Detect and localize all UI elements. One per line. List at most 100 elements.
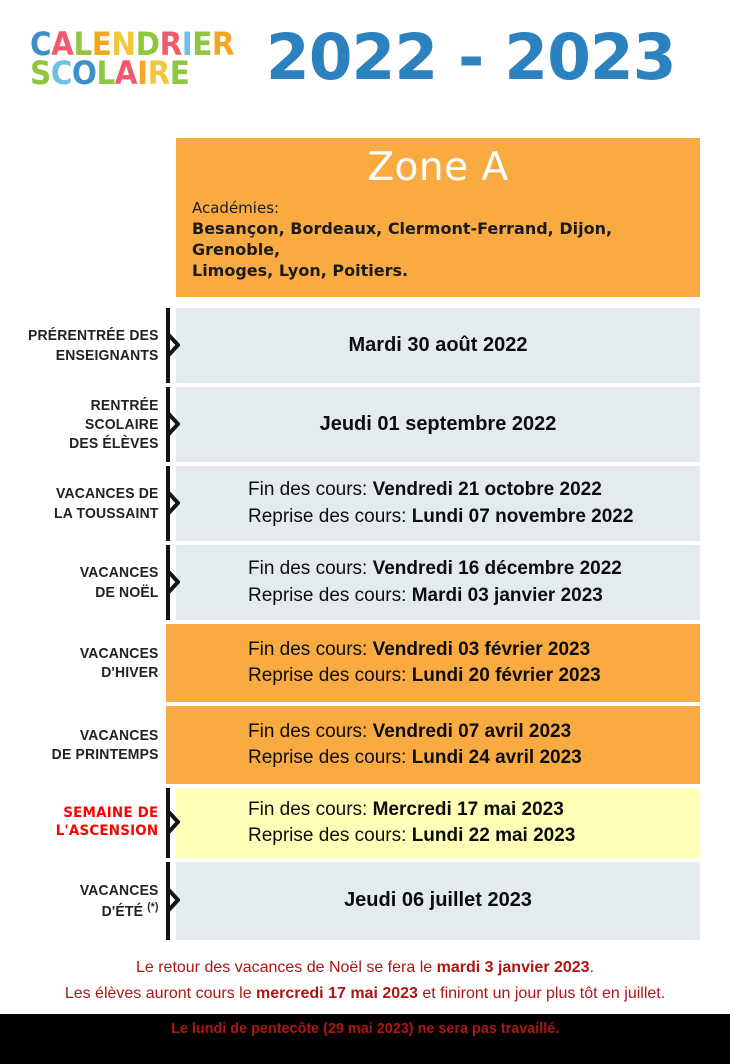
row-label-line: RENTRÉE — [90, 396, 159, 414]
row-label: RENTRÉE SCOLAIRE DES ÉLÈVES — [12, 387, 166, 462]
reprise-des-cours-label: Reprise des cours: — [248, 665, 412, 686]
reprise-des-cours-label: Reprise des cours: — [248, 747, 412, 768]
reprise-des-cours-date: Lundi 24 avril 2023 — [411, 747, 582, 768]
row-label-line: SEMAINE DE — [63, 805, 159, 822]
calendar-row: RENTRÉE SCOLAIRE DES ÉLÈVES Jeudi 01 septem… — [0, 387, 730, 462]
brace-icon — [164, 387, 181, 462]
row-return-of-classes: Reprise des cours: Lundi 24 avril 2023 — [248, 745, 582, 771]
row-label: VACANCES DE NOËL — [12, 545, 166, 620]
row-label: SEMAINE DE L'ASCENSION — [7, 788, 166, 858]
logo-letter: A — [114, 54, 138, 92]
row-label-line: DE PRINTEMPS — [51, 746, 159, 763]
row-content: Mardi 30 août 2022 — [176, 308, 700, 383]
row-label-line: SCOLAIRE — [84, 415, 159, 433]
brace-icon — [164, 624, 181, 702]
logo-letter: L — [73, 24, 92, 63]
fin-des-cours-label: Fin des cours: — [248, 479, 373, 501]
fin-des-cours-label: Fin des cours: — [248, 798, 373, 820]
logo-letter: C — [50, 54, 73, 92]
row-label-line: DES ÉLÈVES — [69, 435, 159, 453]
row-end-of-classes: Fin des cours: Vendredi 16 décembre 2022 — [248, 556, 622, 582]
logo-line-calendrier: CALENDRIER — [30, 24, 235, 63]
row-content: Jeudi 06 juillet 2023 — [176, 862, 700, 940]
row-date-single: Jeudi 01 septembre 2022 — [319, 412, 557, 435]
logo-letter: D — [135, 24, 160, 63]
row-return-of-classes: Reprise des cours: Mardi 03 janvier 2023 — [248, 583, 603, 609]
footer-note-1-bold: mardi 3 janvier 2023 — [436, 959, 590, 977]
row-label-line: D'HIVER — [101, 664, 159, 681]
reprise-des-cours-label: Reprise des cours: — [248, 825, 412, 846]
footer-note-2: Les élèves auront cours le mercredi 17 m… — [65, 985, 665, 1003]
row-end-of-classes: Fin des cours: Mercredi 17 mai 2023 — [248, 797, 564, 823]
logo-letter: E — [169, 54, 190, 92]
logo-letter: L — [96, 54, 115, 92]
reprise-des-cours-date: Lundi 22 mai 2023 — [411, 825, 576, 846]
row-label: VACANCES D'HIVER — [12, 624, 166, 702]
academies-line-2: Limoges, Lyon, Poitiers. — [192, 261, 409, 281]
logo-line-scolaire: SCOLAIRE — [30, 54, 234, 92]
row-date-single: Mardi 30 août 2022 — [348, 333, 528, 356]
footer-note-1-post: . — [589, 959, 595, 977]
row-label-line: PRÉRENTRÉE DES — [28, 327, 159, 345]
row-end-of-classes: Fin des cours: Vendredi 21 octobre 2022 — [248, 477, 602, 503]
row-label-line: L'ASCENSION — [55, 823, 159, 839]
academies-label: Académies: — [192, 198, 280, 217]
row-label-line: D'ÉTÉ (*) — [101, 901, 159, 920]
row-content: Fin des cours: Vendredi 16 décembre 2022… — [176, 545, 700, 620]
logo-letter: E — [91, 24, 112, 63]
fin-des-cours-date: Vendredi 07 avril 2023 — [372, 720, 572, 742]
row-label-line: VACANCES — [79, 644, 159, 662]
calendar-row: VACANCES DE LA TOUSSAINT Fin des cours: Ve… — [0, 466, 730, 541]
fin-des-cours-label: Fin des cours: — [248, 638, 373, 660]
row-content: Jeudi 01 septembre 2022 — [176, 387, 700, 462]
row-return-of-classes: Reprise des cours: Lundi 22 mai 2023 — [248, 823, 575, 849]
logo-letter: O — [71, 54, 97, 92]
row-label-line: ENSEIGNANTS — [55, 346, 159, 364]
footer-note-2-bold: mercredi 17 mai 2023 — [256, 985, 418, 1002]
footer-note-1: Le retour des vacances de Noël se fera l… — [136, 959, 594, 977]
row-date-single: Jeudi 06 juillet 2023 — [344, 889, 532, 912]
brace-icon — [164, 862, 181, 940]
brace-icon — [164, 788, 181, 858]
fin-des-cours-date: Vendredi 21 octobre 2022 — [372, 479, 602, 501]
footer-notes: Le retour des vacances de Noël se fera l… — [0, 948, 730, 1014]
academies-list: Besançon, Bordeaux, Clermont-Ferrand, Di… — [192, 218, 684, 281]
row-label-line: VACANCES — [79, 726, 159, 744]
footer-note-3-bold: lundi de pentecôte — [191, 1020, 319, 1037]
row-label-line: DE NOËL — [95, 583, 159, 601]
footer-black-band: Le lundi de pentecôte (29 mai 2023) ne s… — [0, 1014, 730, 1064]
brace-icon — [164, 308, 181, 383]
logo-letter: I — [181, 24, 193, 63]
brace-icon — [164, 706, 181, 784]
row-label-line: VACANCES — [79, 881, 159, 899]
footer-note-1-pre: Le retour des vacances de Noël se fera l… — [135, 959, 437, 977]
footer-note-3-pre: Le — [170, 1020, 192, 1037]
footer-note-2-post: et finiront un jour plus tôt en juillet. — [417, 985, 666, 1002]
row-end-of-classes: Fin des cours: Vendredi 03 février 2023 — [248, 637, 590, 663]
brace-icon — [164, 545, 181, 620]
calendar-row: PRÉRENTRÉE DES ENSEIGNANTS Mardi 30 août 2… — [0, 308, 730, 383]
row-label: VACANCES DE LA TOUSSAINT — [12, 466, 166, 541]
reprise-des-cours-label: Reprise des cours: — [248, 505, 412, 527]
reprise-des-cours-date: Lundi 07 novembre 2022 — [411, 505, 634, 527]
logo-letter: R — [147, 54, 171, 92]
logo-letter: I — [137, 54, 148, 92]
row-label: VACANCES DE PRINTEMPS — [12, 706, 166, 784]
fin-des-cours-date: Mercredi 17 mai 2023 — [372, 798, 564, 820]
logo-letter: A — [51, 24, 74, 63]
brace-icon — [164, 466, 181, 541]
calendrier-scolaire-logo: CALENDRIER SCOLAIRE — [30, 24, 235, 92]
row-end-of-classes: Fin des cours: Vendredi 07 avril 2023 — [248, 719, 571, 745]
footer-note-2-pre: Les élèves auront cours le — [64, 985, 257, 1002]
row-content: Fin des cours: Vendredi 07 avril 2023 Rep… — [176, 706, 700, 784]
row-label-line: VACANCES DE — [55, 485, 159, 503]
row-label-line: LA TOUSSAINT — [54, 504, 159, 522]
row-label: PRÉRENTRÉE DES ENSEIGNANTS — [12, 308, 166, 383]
footer-note-3-post: (29 mai 2023) ne sera pas travaillé. — [318, 1020, 560, 1037]
logo-letter: S — [30, 54, 51, 92]
footnote-marker: (*) — [147, 901, 159, 913]
logo-letter: R — [211, 24, 235, 63]
row-content: Fin des cours: Vendredi 21 octobre 2022 R… — [176, 466, 700, 541]
reprise-des-cours-date: Lundi 20 février 2023 — [411, 665, 601, 686]
row-return-of-classes: Reprise des cours: Lundi 07 novembre 202… — [248, 504, 633, 530]
